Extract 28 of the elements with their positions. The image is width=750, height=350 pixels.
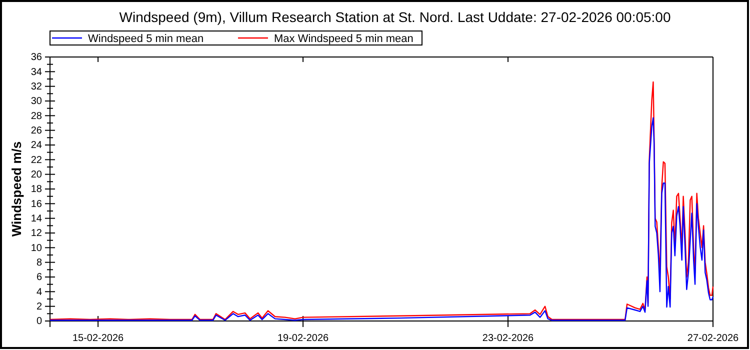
y-tick-label: 22 [30, 154, 42, 166]
y-tick-label: 36 [30, 52, 42, 64]
x-tick-label: 19-02-2026 [277, 333, 330, 344]
y-axis-title: Windspeed m/s [9, 141, 24, 237]
y-tick-label: 0 [36, 316, 42, 328]
y-tick-label: 20 [30, 170, 42, 181]
y-tick-label: 28 [30, 110, 42, 122]
x-tick-label: 15-02-2026 [72, 333, 124, 344]
y-tick-label: 24 [30, 140, 42, 152]
y-tick-label: 32 [30, 82, 42, 93]
y-tick-label: 26 [30, 126, 42, 137]
y-tick-label: 34 [30, 66, 42, 78]
y-tick-label: 4 [36, 286, 42, 298]
legend-label: Max Windspeed 5 min mean [274, 33, 414, 45]
y-tick-label: 2 [36, 302, 42, 313]
legend-label: Windspeed 5 min mean [88, 33, 204, 45]
y-tick-label: 12 [30, 228, 42, 240]
y-tick-label: 14 [30, 214, 42, 225]
line-series [49, 117, 714, 321]
y-tick-label: 10 [30, 242, 42, 254]
chart-title: Windspeed (9m), Villum Research Station at St. Nord. Last Uddate: 27-02-2026 00:05:00 [119, 9, 671, 25]
x-tick-label: 23-02-2026 [482, 333, 534, 344]
y-tick-label: 18 [30, 184, 42, 196]
y-tick-label: 16 [30, 198, 42, 210]
y-tick-label: 8 [36, 258, 42, 269]
y-tick-label: 6 [36, 272, 42, 284]
y-tick-label: 30 [30, 96, 42, 108]
x-tick-label: 27-02-2026 [687, 333, 740, 344]
